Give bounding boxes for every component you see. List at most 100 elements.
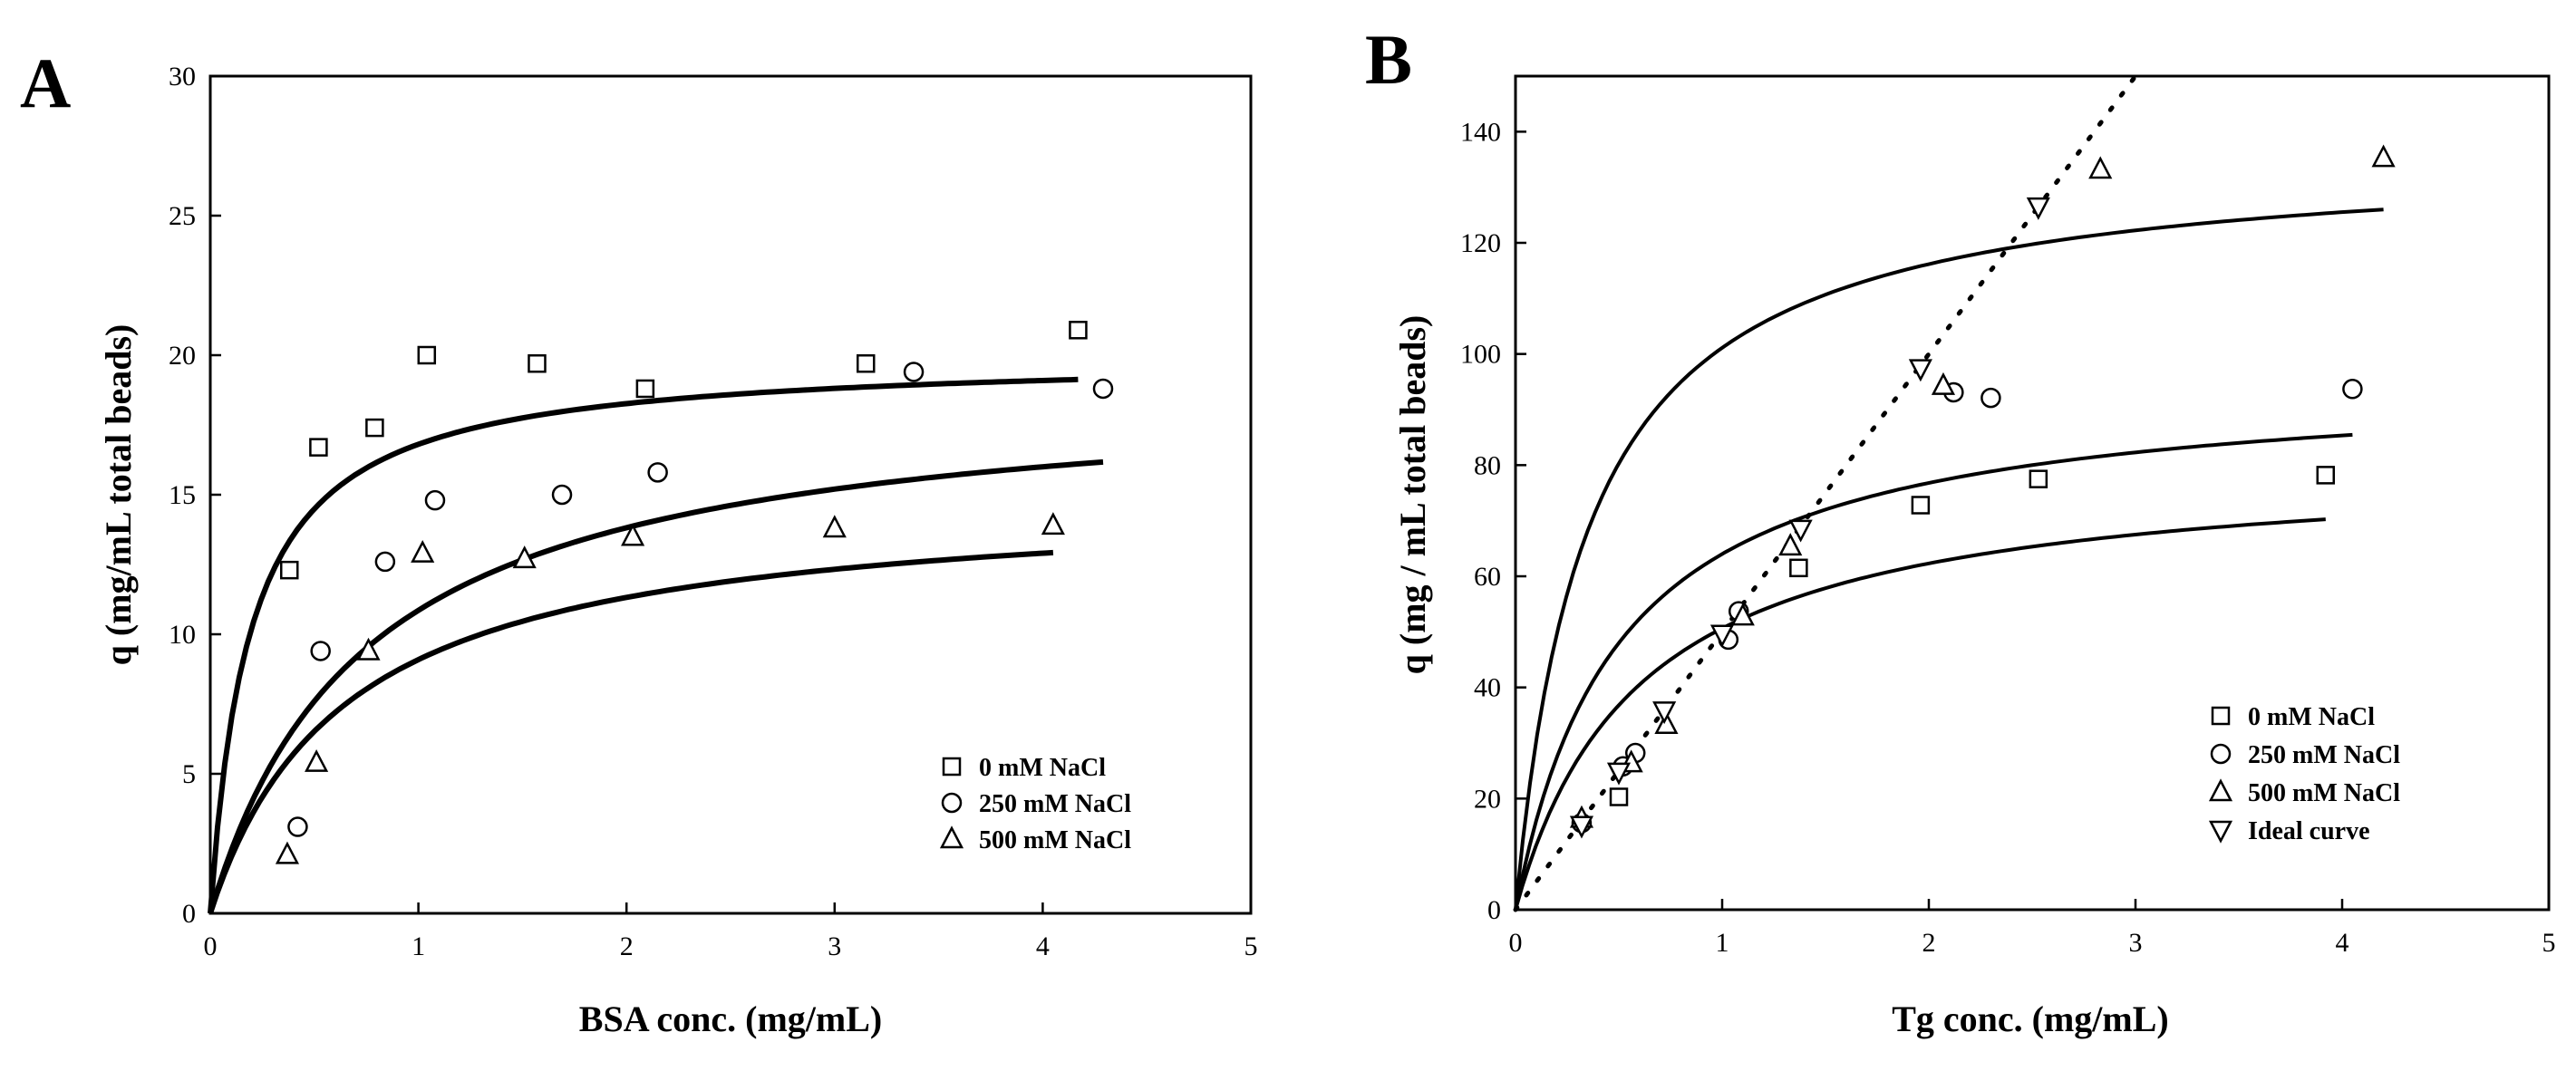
panel-a-legend: 0 mM NaCl 250 mM NaCl 500 mM NaCl [939,754,1131,854]
data-point-0-mm-nacl [309,438,328,457]
data-point-250-mm-nacl [1980,387,2001,409]
y-tick-label: 10 [169,620,196,650]
data-point-250-mm-nacl [424,489,446,511]
x-tick-label: 0 [1509,928,1523,958]
x-tick-label: 2 [620,931,634,961]
data-point-250-mm-nacl [1092,378,1114,400]
y-tick-label: 20 [1474,784,1501,814]
data-point-0-mm-nacl [2316,466,2336,485]
data-point-500-mm-nacl [621,523,645,546]
x-tick-label: 4 [2336,928,2349,958]
data-point-0-mm-nacl [635,379,655,399]
fit-curve-500-mm-nacl [1514,207,2384,911]
legend-marker-500-mm-nacl [2208,778,2233,802]
data-point-ideal-curve [1788,519,1813,543]
data-point-500-mm-nacl [411,539,435,563]
fit-curve-250-mm-nacl [1514,432,2353,911]
data-point-250-mm-nacl [310,641,331,661]
y-tick-label: 120 [1460,228,1501,258]
data-point-ideal-curve [1652,701,1677,725]
legend-marker-500-mm-nacl [939,825,964,849]
data-point-0-mm-nacl [365,418,384,438]
legend-label-ideal-curve: Ideal curve [2248,817,2370,845]
x-tick-label: 1 [412,931,425,961]
panel-a-y-axis-label: q (mg/mL total beads) [98,324,139,666]
fit-curve-250-mm-nacl [208,458,1104,914]
x-tick-label: 3 [2129,928,2143,958]
data-point-0-mm-nacl [1069,321,1088,340]
y-tick-label: 30 [169,62,196,92]
data-point-250-mm-nacl [374,551,396,573]
x-tick-label: 3 [828,931,841,961]
panel-a-x-axis-label: BSA conc. (mg/mL) [579,999,882,1039]
x-tick-label: 0 [204,931,218,961]
x-tick-label: 1 [1716,928,1729,958]
panel-b: B 0 1 2 3 4 5 0 20 40 60 80 100 120 140 Tg conc. (mg/… [1365,20,2556,1039]
y-tick-label: 0 [1487,895,1501,925]
panel-a-ticks: 0 1 2 3 4 5 0 5 10 15 20 25 30 [169,62,1258,961]
panel-a-plot-frame [208,74,1253,915]
panel-b-fit-curves [1513,73,2384,912]
data-point-ideal-curve [1569,815,1594,839]
data-point-500-mm-nacl [275,841,300,864]
data-point-250-mm-nacl [287,816,308,837]
x-tick-label: 5 [1244,931,1258,961]
data-point-500-mm-nacl [1041,512,1065,536]
legend-label-250-mm-nacl: 250 mM NaCl [979,790,1131,818]
panel-b-plot-frame [1514,74,2551,912]
fit-curve-0-mm-nacl [1514,517,2326,911]
panel-b-legend: 0 mM NaCl 250 mM NaCl 500 mM NaCl Ideal cur… [2208,703,2400,845]
legend-label-250-mm-nacl: 250 mM NaCl [2248,741,2400,769]
data-point-ideal-curve [1606,762,1632,786]
legend-label-500-mm-nacl: 500 mM NaCl [979,826,1131,854]
data-point-500-mm-nacl [305,748,329,772]
data-point-0-mm-nacl [528,353,547,373]
data-point-250-mm-nacl [647,462,668,483]
panel-b-ticks: 0 1 2 3 4 5 0 20 40 60 80 100 120 140 [1460,117,2556,958]
data-point-0-mm-nacl [1911,496,1931,515]
data-point-500-mm-nacl [1778,533,1803,556]
fit-curve-0-mm-nacl [208,376,1079,914]
y-tick-label: 0 [182,899,196,929]
data-point-500-mm-nacl [1931,371,1956,395]
y-tick-label: 140 [1460,117,1501,147]
legend-marker-250-mm-nacl [2210,743,2232,765]
panel-b-x-axis-label: Tg conc. (mg/mL) [1892,999,2169,1039]
data-point-0-mm-nacl [1609,787,1629,806]
data-point-0-mm-nacl [279,560,299,580]
data-point-500-mm-nacl [356,637,381,661]
legend-marker-0-mm-nacl [942,757,962,777]
data-point-0-mm-nacl [417,345,437,365]
data-point-ideal-curve [2026,197,2050,220]
legend-label-500-mm-nacl: 500 mM NaCl [2248,779,2400,807]
data-point-0-mm-nacl [2029,469,2048,488]
data-point-500-mm-nacl [822,515,847,538]
legend-label-0-mm-nacl: 0 mM NaCl [2248,703,2375,731]
data-point-250-mm-nacl [903,362,925,382]
y-tick-label: 15 [169,480,196,510]
data-point-250-mm-nacl [2342,379,2363,400]
legend-label-0-mm-nacl: 0 mM NaCl [979,754,1106,782]
x-tick-label: 5 [2542,928,2556,958]
panel-a: A 0 1 2 3 4 5 0 5 10 15 20 25 30 BSA conc. (mg/mL) q… [20,43,1258,1039]
data-point-500-mm-nacl [512,545,537,569]
panel-a-letter: A [20,43,71,122]
y-tick-label: 100 [1460,340,1501,370]
fit-curve-500-mm-nacl [208,549,1054,914]
data-point-ideal-curve [1908,359,1932,382]
data-point-250-mm-nacl [551,484,573,506]
data-point-0-mm-nacl [1789,558,1808,578]
panel-a-fit-curves [208,376,1104,914]
y-tick-label: 40 [1474,673,1501,703]
x-tick-label: 4 [1036,931,1050,961]
data-point-500-mm-nacl [1730,603,1755,626]
panel-b-letter: B [1365,20,1412,99]
panel-b-data-points [1569,144,2396,839]
panel-b-y-axis-label: q (mg / mL total beads) [1392,315,1433,675]
data-point-500-mm-nacl [2371,144,2396,168]
data-point-500-mm-nacl [1654,711,1679,735]
panel-a-data-points [275,321,1114,864]
data-point-ideal-curve [1709,624,1735,648]
legend-marker-ideal-curve [2208,820,2233,844]
x-tick-label: 2 [1922,928,1936,958]
